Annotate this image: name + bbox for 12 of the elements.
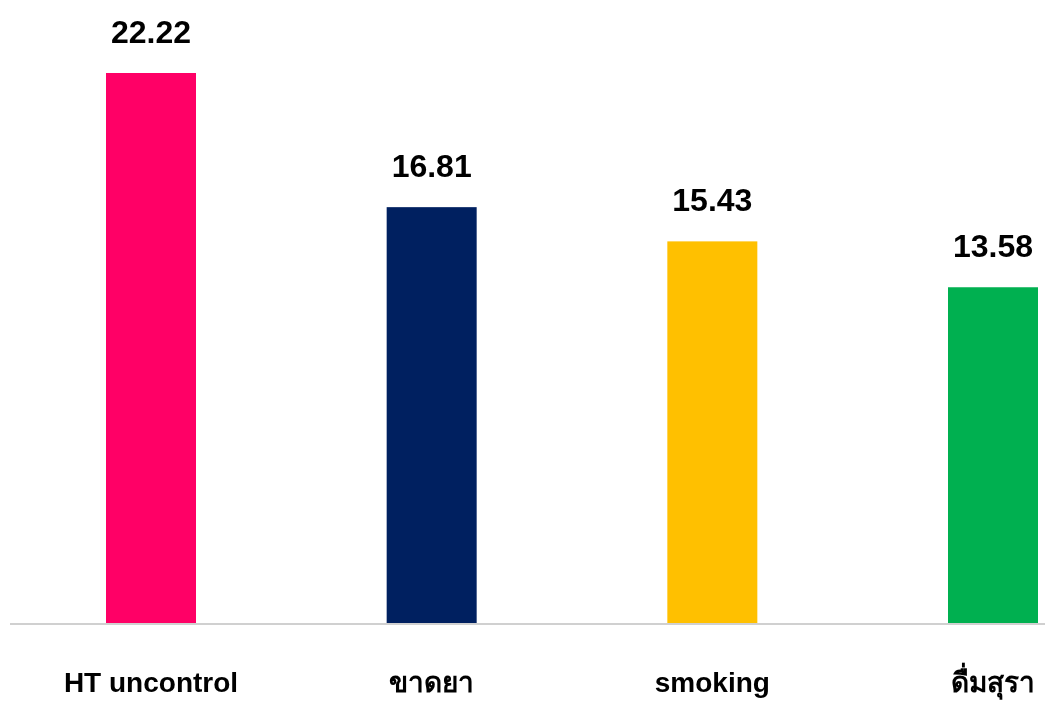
data-label: 15.43 — [672, 182, 753, 219]
bar — [948, 287, 1038, 624]
data-label: 16.81 — [391, 148, 472, 185]
bar — [106, 73, 196, 624]
data-label: 13.58 — [952, 228, 1034, 265]
x-tick-label: HT uncontrol — [63, 667, 239, 698]
x-tick-label: ดื่มสุรา — [951, 662, 1035, 700]
x-tick-label: smoking — [654, 667, 770, 698]
bar — [667, 241, 758, 624]
x-tick-label: ขาดยา — [389, 667, 475, 698]
data-label: 22.22 — [110, 14, 192, 50]
bar — [386, 207, 477, 624]
